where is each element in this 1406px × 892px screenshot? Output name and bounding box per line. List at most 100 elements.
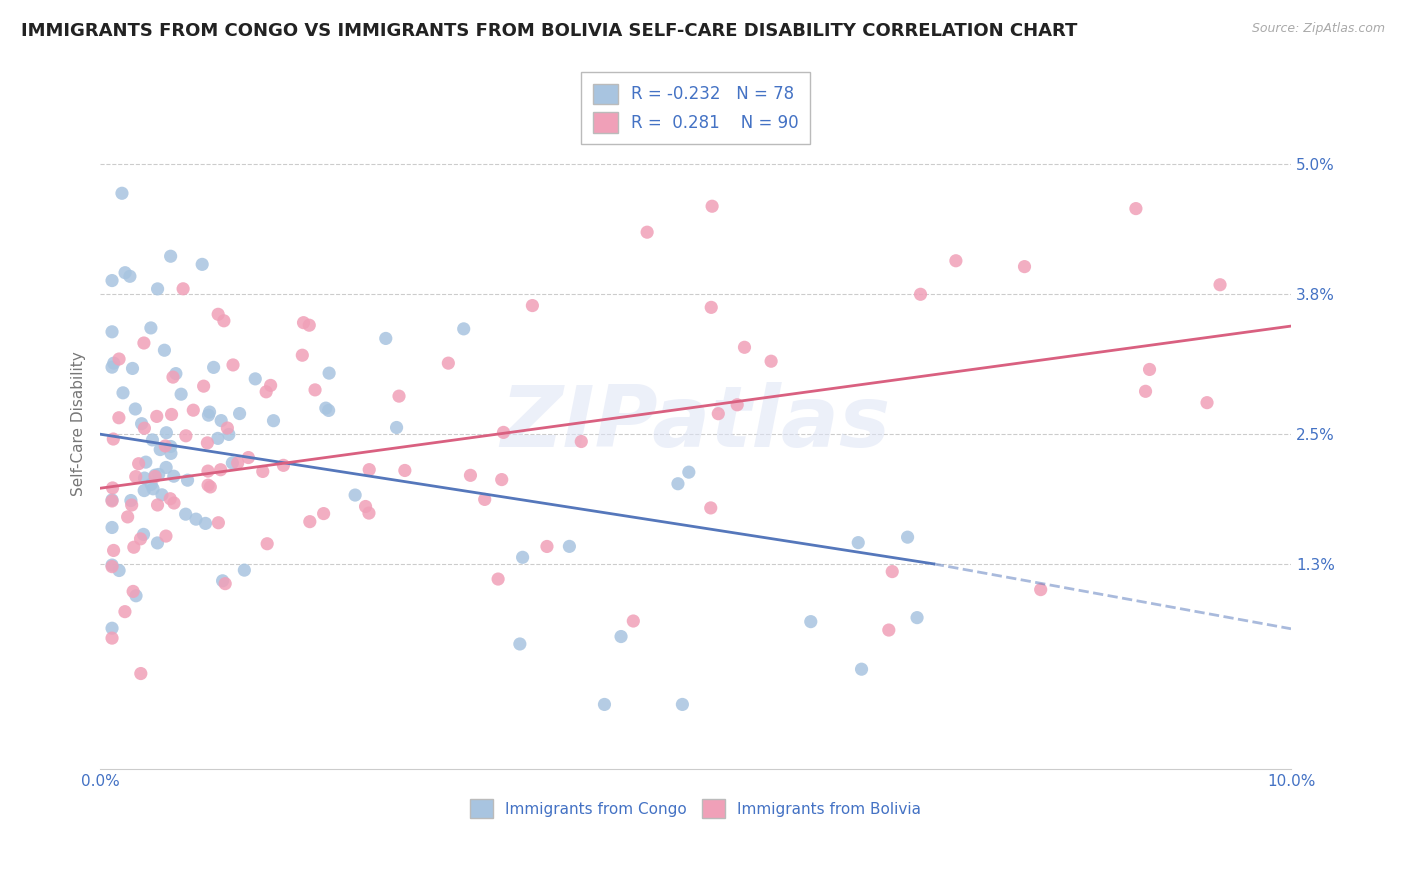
Point (122, 584, 145, 599)
Point (217, 421, 239, 435)
Point (134, 421, 156, 435)
Point (163, 496, 186, 510)
Point (108, 351, 131, 366)
Point (159, 491, 181, 506)
Point (174, 429, 197, 443)
Point (160, 446, 183, 460)
Point (198, 405, 221, 419)
Point (150, 488, 173, 502)
Point (509, 637, 531, 651)
Point (101, 494, 124, 508)
Point (135, 455, 157, 469)
Point (101, 360, 124, 375)
Point (492, 425, 515, 440)
Point (678, 465, 700, 479)
Point (141, 433, 163, 447)
Point (851, 662, 873, 676)
Point (344, 488, 367, 502)
Point (128, 457, 150, 471)
Point (211, 574, 233, 588)
Point (101, 631, 124, 645)
Point (117, 509, 139, 524)
Point (163, 469, 186, 483)
Point (121, 361, 143, 376)
Point (194, 516, 217, 531)
Point (759, 354, 782, 368)
Point (200, 480, 222, 494)
Point (146, 282, 169, 296)
Point (155, 425, 177, 440)
Point (905, 610, 928, 624)
Point (610, 630, 633, 644)
Point (176, 473, 198, 487)
Point (298, 318, 321, 333)
Point (593, 698, 616, 712)
Point (621, 614, 644, 628)
Point (184, 512, 207, 526)
Point (108, 410, 131, 425)
Point (221, 456, 243, 470)
Point (101, 492, 124, 507)
Point (162, 370, 184, 384)
Point (134, 471, 156, 485)
Point (159, 249, 181, 263)
Point (298, 515, 321, 529)
Point (118, 269, 141, 284)
Point (129, 666, 152, 681)
Point (191, 257, 214, 271)
Point (226, 456, 249, 470)
Point (143, 468, 166, 483)
Point (212, 314, 235, 328)
Point (132, 527, 155, 541)
Point (159, 440, 181, 454)
Legend: Immigrants from Congo, Immigrants from Bolivia: Immigrants from Congo, Immigrants from B… (464, 793, 928, 824)
Point (1209, 277, 1232, 292)
Point (165, 367, 187, 381)
Point (1014, 260, 1036, 274)
Point (700, 301, 723, 315)
Point (146, 498, 169, 512)
Point (101, 520, 124, 534)
Point (460, 468, 482, 483)
Point (132, 336, 155, 351)
Point (155, 439, 177, 453)
Point (111, 385, 134, 400)
Point (222, 358, 245, 372)
Point (153, 343, 176, 358)
Point (207, 516, 229, 530)
Point (114, 605, 136, 619)
Point (700, 199, 723, 213)
Point (202, 360, 225, 375)
Point (111, 186, 134, 201)
Point (207, 431, 229, 445)
Point (707, 407, 730, 421)
Point (354, 500, 377, 514)
Point (256, 537, 278, 551)
Point (155, 529, 177, 543)
Point (312, 507, 335, 521)
Point (101, 325, 124, 339)
Point (101, 559, 124, 574)
Text: Source: ZipAtlas.com: Source: ZipAtlas.com (1251, 22, 1385, 36)
Text: IMMIGRANTS FROM CONGO VS IMMIGRANTS FROM BOLIVIA SELF-CARE DISABILITY CORRELATIO: IMMIGRANTS FROM CONGO VS IMMIGRANTS FROM… (21, 22, 1077, 40)
Point (1135, 384, 1157, 399)
Y-axis label: Self-Care Disability: Self-Care Disability (72, 351, 86, 496)
Point (357, 506, 380, 520)
Point (882, 565, 904, 579)
Point (254, 384, 277, 399)
Point (209, 414, 232, 428)
Point (207, 307, 229, 321)
Point (134, 483, 156, 498)
Point (170, 387, 193, 401)
Point (103, 543, 125, 558)
Point (148, 467, 170, 482)
Point (245, 372, 267, 386)
Point (491, 473, 513, 487)
Point (512, 550, 534, 565)
Point (125, 469, 148, 483)
Point (318, 403, 340, 417)
Point (131, 417, 153, 431)
Point (197, 464, 219, 478)
Point (160, 408, 183, 422)
Point (1195, 395, 1218, 409)
